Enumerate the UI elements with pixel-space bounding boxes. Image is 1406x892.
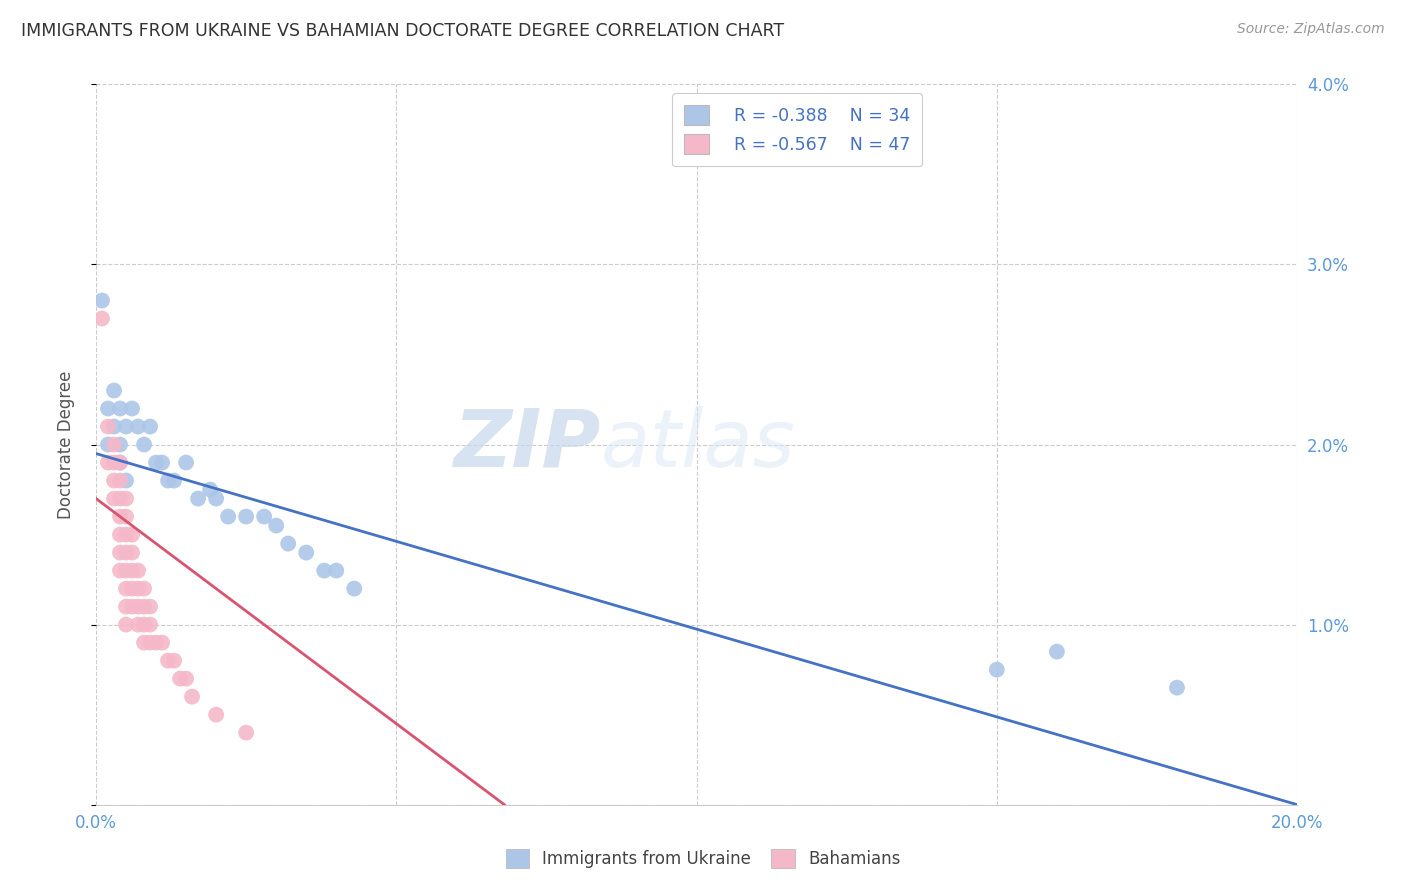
- Point: [121, 546, 143, 560]
- Point: [295, 546, 318, 560]
- Point: [115, 564, 138, 578]
- Point: [121, 564, 143, 578]
- Point: [132, 582, 155, 596]
- Point: [91, 311, 114, 326]
- Text: IMMIGRANTS FROM UKRAINE VS BAHAMIAN DOCTORATE DEGREE CORRELATION CHART: IMMIGRANTS FROM UKRAINE VS BAHAMIAN DOCT…: [21, 22, 785, 40]
- Point: [97, 419, 120, 434]
- Point: [115, 617, 138, 632]
- Point: [115, 546, 138, 560]
- Point: [115, 599, 138, 614]
- Point: [103, 474, 125, 488]
- Point: [169, 672, 191, 686]
- Point: [132, 617, 155, 632]
- Point: [139, 617, 162, 632]
- Point: [115, 509, 138, 524]
- Point: [108, 437, 131, 451]
- Legend:   R = -0.388    N = 34,   R = -0.567    N = 47: R = -0.388 N = 34, R = -0.567 N = 47: [672, 93, 922, 166]
- Point: [174, 672, 197, 686]
- Point: [205, 491, 228, 506]
- Point: [217, 509, 239, 524]
- Point: [157, 654, 180, 668]
- Point: [103, 456, 125, 470]
- Point: [97, 437, 120, 451]
- Point: [277, 536, 299, 550]
- Point: [127, 617, 149, 632]
- Point: [986, 663, 1008, 677]
- Point: [121, 527, 143, 541]
- Point: [264, 518, 287, 533]
- Text: atlas: atlas: [600, 406, 796, 483]
- Point: [145, 635, 167, 649]
- Text: Source: ZipAtlas.com: Source: ZipAtlas.com: [1237, 22, 1385, 37]
- Point: [132, 599, 155, 614]
- Point: [127, 419, 149, 434]
- Point: [235, 725, 257, 739]
- Point: [108, 564, 131, 578]
- Point: [108, 456, 131, 470]
- Point: [127, 582, 149, 596]
- Point: [115, 419, 138, 434]
- Point: [115, 474, 138, 488]
- Point: [325, 564, 347, 578]
- Point: [174, 456, 197, 470]
- Point: [97, 401, 120, 416]
- Point: [132, 437, 155, 451]
- Text: ZIP: ZIP: [453, 406, 600, 483]
- Point: [1046, 645, 1069, 659]
- Point: [115, 582, 138, 596]
- Point: [108, 509, 131, 524]
- Point: [115, 527, 138, 541]
- Point: [343, 582, 366, 596]
- Point: [103, 419, 125, 434]
- Point: [108, 491, 131, 506]
- Point: [97, 456, 120, 470]
- Point: [127, 564, 149, 578]
- Point: [253, 509, 276, 524]
- Point: [132, 635, 155, 649]
- Point: [139, 419, 162, 434]
- Point: [91, 293, 114, 308]
- Point: [163, 654, 186, 668]
- Point: [103, 384, 125, 398]
- Point: [163, 474, 186, 488]
- Point: [127, 599, 149, 614]
- Point: [157, 474, 180, 488]
- Point: [145, 456, 167, 470]
- Point: [121, 599, 143, 614]
- Point: [108, 546, 131, 560]
- Point: [205, 707, 228, 722]
- Point: [150, 456, 173, 470]
- Point: [181, 690, 204, 704]
- Y-axis label: Doctorate Degree: Doctorate Degree: [58, 370, 75, 519]
- Point: [103, 437, 125, 451]
- Point: [108, 527, 131, 541]
- Point: [187, 491, 209, 506]
- Point: [121, 401, 143, 416]
- Point: [115, 491, 138, 506]
- Point: [108, 401, 131, 416]
- Point: [198, 483, 221, 497]
- Point: [139, 635, 162, 649]
- Point: [108, 474, 131, 488]
- Point: [121, 582, 143, 596]
- Point: [1166, 681, 1188, 695]
- Point: [150, 635, 173, 649]
- Legend: Immigrants from Ukraine, Bahamians: Immigrants from Ukraine, Bahamians: [499, 842, 907, 875]
- Point: [103, 491, 125, 506]
- Point: [235, 509, 257, 524]
- Point: [314, 564, 336, 578]
- Point: [139, 599, 162, 614]
- Point: [108, 456, 131, 470]
